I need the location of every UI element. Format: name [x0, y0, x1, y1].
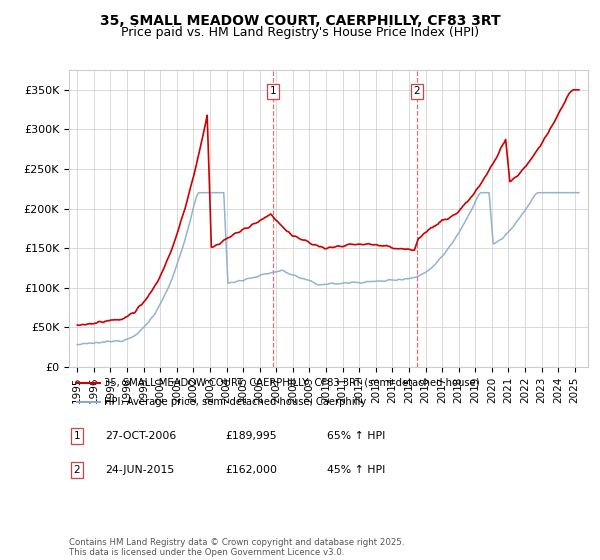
Text: Contains HM Land Registry data © Crown copyright and database right 2025.
This d: Contains HM Land Registry data © Crown c… [69, 538, 404, 557]
Text: £189,995: £189,995 [225, 431, 277, 441]
Text: 1: 1 [73, 431, 80, 441]
Text: 27-OCT-2006: 27-OCT-2006 [105, 431, 176, 441]
Text: 35, SMALL MEADOW COURT, CAERPHILLY, CF83 3RT: 35, SMALL MEADOW COURT, CAERPHILLY, CF83… [100, 14, 500, 28]
Text: HPI: Average price, semi-detached house, Caerphilly: HPI: Average price, semi-detached house,… [104, 396, 367, 407]
Text: 65% ↑ HPI: 65% ↑ HPI [327, 431, 385, 441]
Text: 45% ↑ HPI: 45% ↑ HPI [327, 465, 385, 475]
Text: Price paid vs. HM Land Registry's House Price Index (HPI): Price paid vs. HM Land Registry's House … [121, 26, 479, 39]
Text: 35, SMALL MEADOW COURT, CAERPHILLY, CF83 3RT (semi-detached house): 35, SMALL MEADOW COURT, CAERPHILLY, CF83… [104, 377, 480, 388]
Text: 2: 2 [413, 86, 420, 96]
Text: 24-JUN-2015: 24-JUN-2015 [105, 465, 174, 475]
Text: 1: 1 [270, 86, 277, 96]
Text: 2: 2 [73, 465, 80, 475]
Text: £162,000: £162,000 [225, 465, 277, 475]
